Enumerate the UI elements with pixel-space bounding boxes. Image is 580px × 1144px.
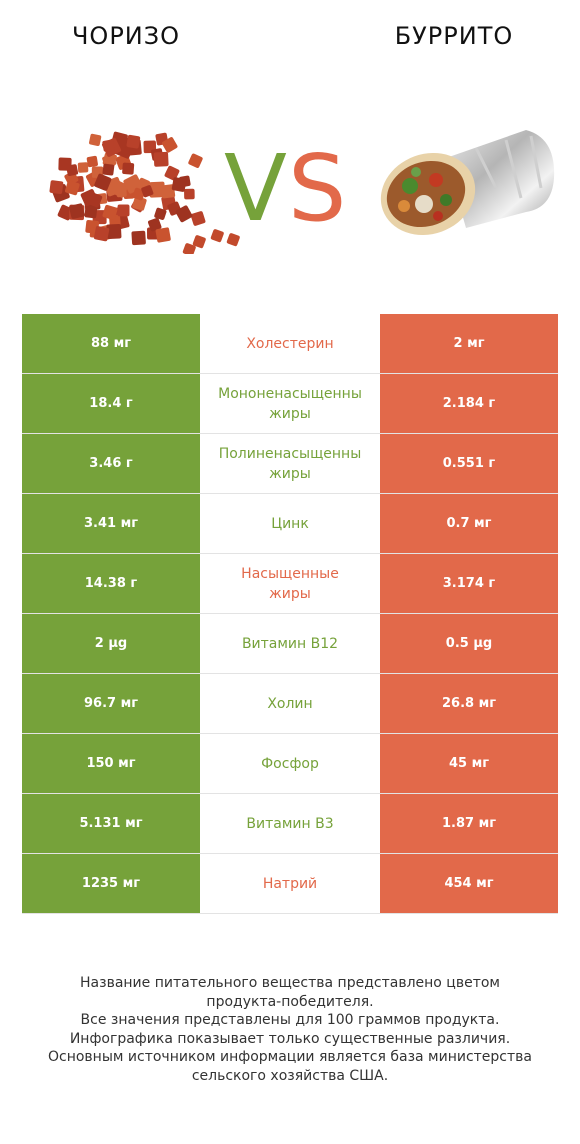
burrito-image (380, 130, 555, 236)
table-row: 3.41 мг Цинк 0.7 мг (22, 494, 558, 554)
nutrient-name-line: жиры (269, 465, 311, 482)
nutrient-name-line: Насыщенные (241, 565, 339, 582)
nutrient-name: Цинк (200, 494, 380, 553)
table-row: 5.131 мг Витамин B3 1.87 мг (22, 794, 558, 854)
footer-line: Название питательного вещества представл… (80, 975, 500, 991)
nutrient-name-line: Цинк (271, 515, 309, 532)
right-value: 45 мг (380, 734, 558, 793)
left-value: 96.7 мг (22, 674, 200, 733)
left-value: 18.4 г (22, 374, 200, 433)
footer-note: Название питательного вещества представл… (0, 974, 580, 1085)
footer-line: продукта-победителя. (206, 993, 374, 1010)
nutrient-name-line: Витамин B3 (246, 815, 334, 832)
left-value: 1235 мг (22, 854, 200, 913)
nutrient-name: Насыщенные жиры (200, 554, 380, 613)
nutrient-name-line: жиры (269, 585, 311, 602)
right-value: 0.551 г (380, 434, 558, 493)
left-value: 5.131 мг (22, 794, 200, 853)
right-value: 0.7 мг (380, 494, 558, 553)
nutrient-name: Полиненасыщенны жиры (200, 434, 380, 493)
table-row: 3.46 г Полиненасыщенны жиры 0.551 г (22, 434, 558, 494)
left-value: 150 мг (22, 734, 200, 793)
table-row: 2 µg Витамин B12 0.5 µg (22, 614, 558, 674)
vs-letter-v: V (224, 135, 287, 232)
left-value: 2 µg (22, 614, 200, 673)
right-value: 26.8 мг (380, 674, 558, 733)
footer-line: Все значения представлены для 100 граммо… (80, 1012, 500, 1028)
table-row: 150 мг Фосфор 45 мг (22, 734, 558, 794)
nutrient-name: Витамин B3 (200, 794, 380, 853)
left-value: 14.38 г (22, 554, 200, 613)
table-row: 18.4 г Мононенасыщенны жиры 2.184 г (22, 374, 558, 434)
nutrient-name: Холин (200, 674, 380, 733)
vs-letter-s: S (288, 135, 346, 232)
right-food-title: БУРРИТО (394, 22, 514, 50)
left-value: 3.46 г (22, 434, 200, 493)
right-value: 1.87 мг (380, 794, 558, 853)
table-row: 14.38 г Насыщенные жиры 3.174 г (22, 554, 558, 614)
chorizo-image (49, 131, 240, 254)
vs-logo: V S (224, 135, 346, 232)
nutrient-name-line: Полиненасыщенны (218, 445, 362, 462)
nutrient-name-line: Фосфор (261, 755, 319, 772)
nutrient-name-line: Мононенасыщенны (218, 385, 362, 402)
nutrient-name-line: Холин (267, 695, 313, 712)
nutrient-name-line: Холестерин (246, 335, 334, 352)
right-value: 454 мг (380, 854, 558, 913)
table-row: 1235 мг Натрий 454 мг (22, 854, 558, 914)
right-value: 0.5 µg (380, 614, 558, 673)
nutrient-name: Фосфор (200, 734, 380, 793)
table-row: 88 мг Холестерин 2 мг (22, 314, 558, 374)
right-value: 3.174 г (380, 554, 558, 613)
nutrient-name: Натрий (200, 854, 380, 913)
nutrient-name: Витамин B12 (200, 614, 380, 673)
nutrient-name: Мононенасыщенны жиры (200, 374, 380, 433)
left-value: 88 мг (22, 314, 200, 373)
table-row: 96.7 мг Холин 26.8 мг (22, 674, 558, 734)
footer-line: Основным источником информации является … (48, 1049, 532, 1065)
right-value: 2.184 г (380, 374, 558, 433)
footer-line: Инфографика показывает только существенн… (69, 1030, 511, 1047)
left-food-title: ЧОРИЗО (71, 22, 181, 50)
nutrient-name-line: Витамин B12 (241, 635, 339, 652)
nutrient-name: Холестерин (200, 314, 380, 373)
nutrient-name-line: жиры (269, 405, 311, 422)
left-value: 3.41 мг (22, 494, 200, 553)
nutrient-comparison-table: 88 мг Холестерин 2 мг 18.4 г Мононенасыщенны… (22, 314, 558, 914)
right-value: 2 мг (380, 314, 558, 373)
nutrient-name-line: Натрий (262, 875, 318, 892)
footer-line: сельского хозяйства США. (191, 1067, 389, 1084)
